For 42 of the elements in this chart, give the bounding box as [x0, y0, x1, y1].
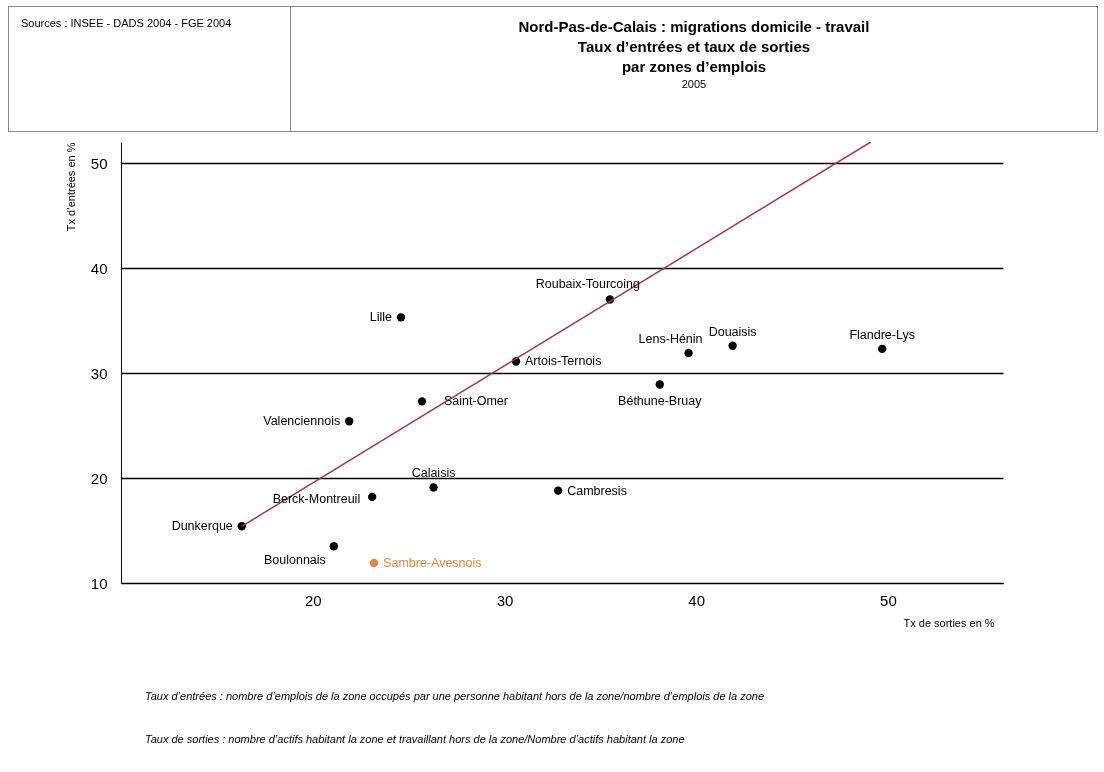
chart-subtitle: Taux d’entrées et taux de sorties par zones d’emplois 2005: [576, 37, 812, 91]
point: [553, 486, 563, 495]
x-tick-label: 40: [688, 591, 706, 609]
point: [684, 348, 693, 358]
y-tick-label: 20: [90, 469, 108, 487]
x-tick-label: 50: [880, 591, 897, 609]
series-label: Roubaix-Tourcoing: [535, 276, 640, 291]
point: [344, 417, 354, 426]
series-label: Saint-Omer: [444, 394, 508, 409]
series-label: Cambresis: [567, 483, 627, 498]
series-label: Flandre-Lys: [849, 327, 915, 342]
series-label: Artois-Ternois: [524, 354, 602, 369]
y-axis-title: Tx d’entrées en %: [64, 142, 77, 232]
series-label: Boulonnais: [263, 553, 326, 568]
source-note: Sources : INSEE - DADS 2004 - FGE 2004: [9, 7, 291, 131]
point: [655, 380, 664, 389]
text: Taux de sorties : nombre d’actifs habitant la zone et travaillant hors de la zone/Nombre d’actifs habitant la zone: [145, 733, 685, 745]
chart-title: Nord-Pas-de-Calais : migrations domicile - travail: [517, 17, 871, 37]
x-axis-title: Tx de sorties en %: [903, 616, 995, 629]
point: [369, 558, 379, 568]
point: [396, 313, 406, 322]
y-tick-label: 50: [90, 154, 108, 172]
point: [417, 397, 427, 406]
series-label: Lens-Hénin: [638, 332, 703, 347]
series-label: Lille: [369, 310, 392, 325]
series-label: Calaisis: [411, 466, 456, 481]
point: [329, 542, 339, 551]
x-tick-label: 20: [304, 591, 322, 609]
series-label: Valenciennois: [263, 414, 341, 429]
series-label: Béthune-Bruay: [618, 393, 703, 408]
point: [368, 492, 377, 502]
series-label: Sambre-Avesnois: [383, 556, 482, 571]
series-label: Douaisis: [708, 324, 757, 339]
series-label: Dunkerque: [171, 519, 233, 534]
point: [429, 483, 438, 492]
y-tick-label: 30: [90, 364, 108, 382]
y-tick-label: 40: [90, 259, 108, 277]
point: [728, 341, 737, 350]
x-tick-label: 30: [496, 591, 514, 609]
text: Taux d’entrées : nombre d’emplois de la zone occupés par une personne habitant hors de la zone/nombre d’emplois de la zone: [145, 690, 765, 702]
y-tick-label: 10: [90, 574, 108, 592]
point: [878, 344, 887, 354]
